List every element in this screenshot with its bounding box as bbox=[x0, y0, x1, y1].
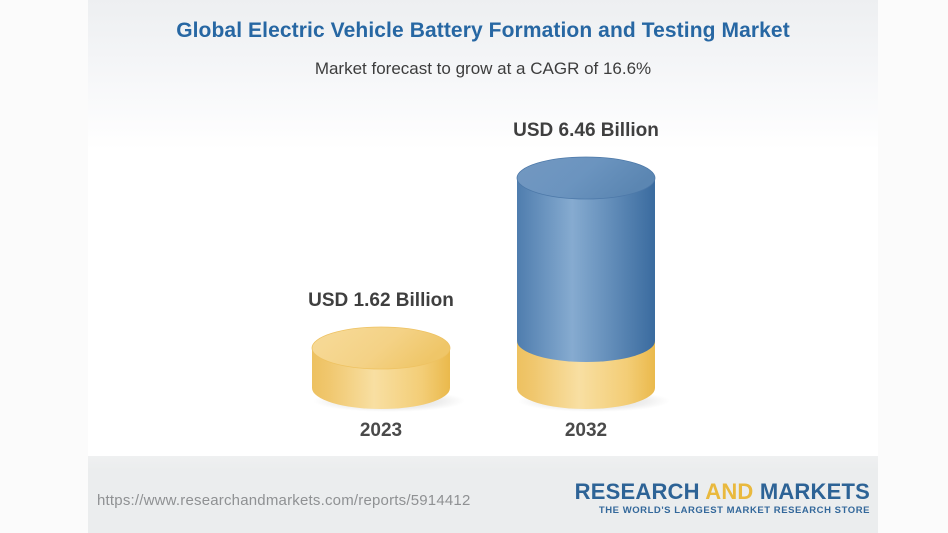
brand-logo: RESEARCH AND MARKETS THE WORLD'S LARGEST… bbox=[575, 481, 870, 516]
page-title: Global Electric Vehicle Battery Formatio… bbox=[176, 19, 790, 42]
value-label-2023: USD 1.62 Billion bbox=[308, 290, 454, 311]
value-label-2032: USD 6.46 Billion bbox=[513, 120, 659, 141]
bar-2023-cylinder bbox=[311, 326, 465, 412]
category-label-2032: 2032 bbox=[564, 420, 608, 441]
brand-tagline: THE WORLD'S LARGEST MARKET RESEARCH STOR… bbox=[598, 505, 870, 517]
chart-subtitle: Market forecast to grow at a CAGR of 16.… bbox=[314, 59, 652, 78]
infographic-panel: Global Electric Vehicle Battery Formatio… bbox=[88, 0, 878, 533]
category-label-2023: 2023 bbox=[359, 420, 403, 441]
bar-chart bbox=[311, 156, 670, 412]
bar-2032-cylinder bbox=[516, 156, 670, 412]
footer-band: https://www.researchandmarkets.com/repor… bbox=[88, 456, 878, 533]
logo-word-and: AND bbox=[705, 479, 754, 505]
logo-word-markets: MARKETS bbox=[759, 479, 870, 505]
logo-word-research: RESEARCH bbox=[574, 479, 700, 505]
brand-logo-wordmark: RESEARCH AND MARKETS bbox=[575, 481, 870, 503]
source-url: https://www.researchandmarkets.com/repor… bbox=[97, 492, 471, 509]
